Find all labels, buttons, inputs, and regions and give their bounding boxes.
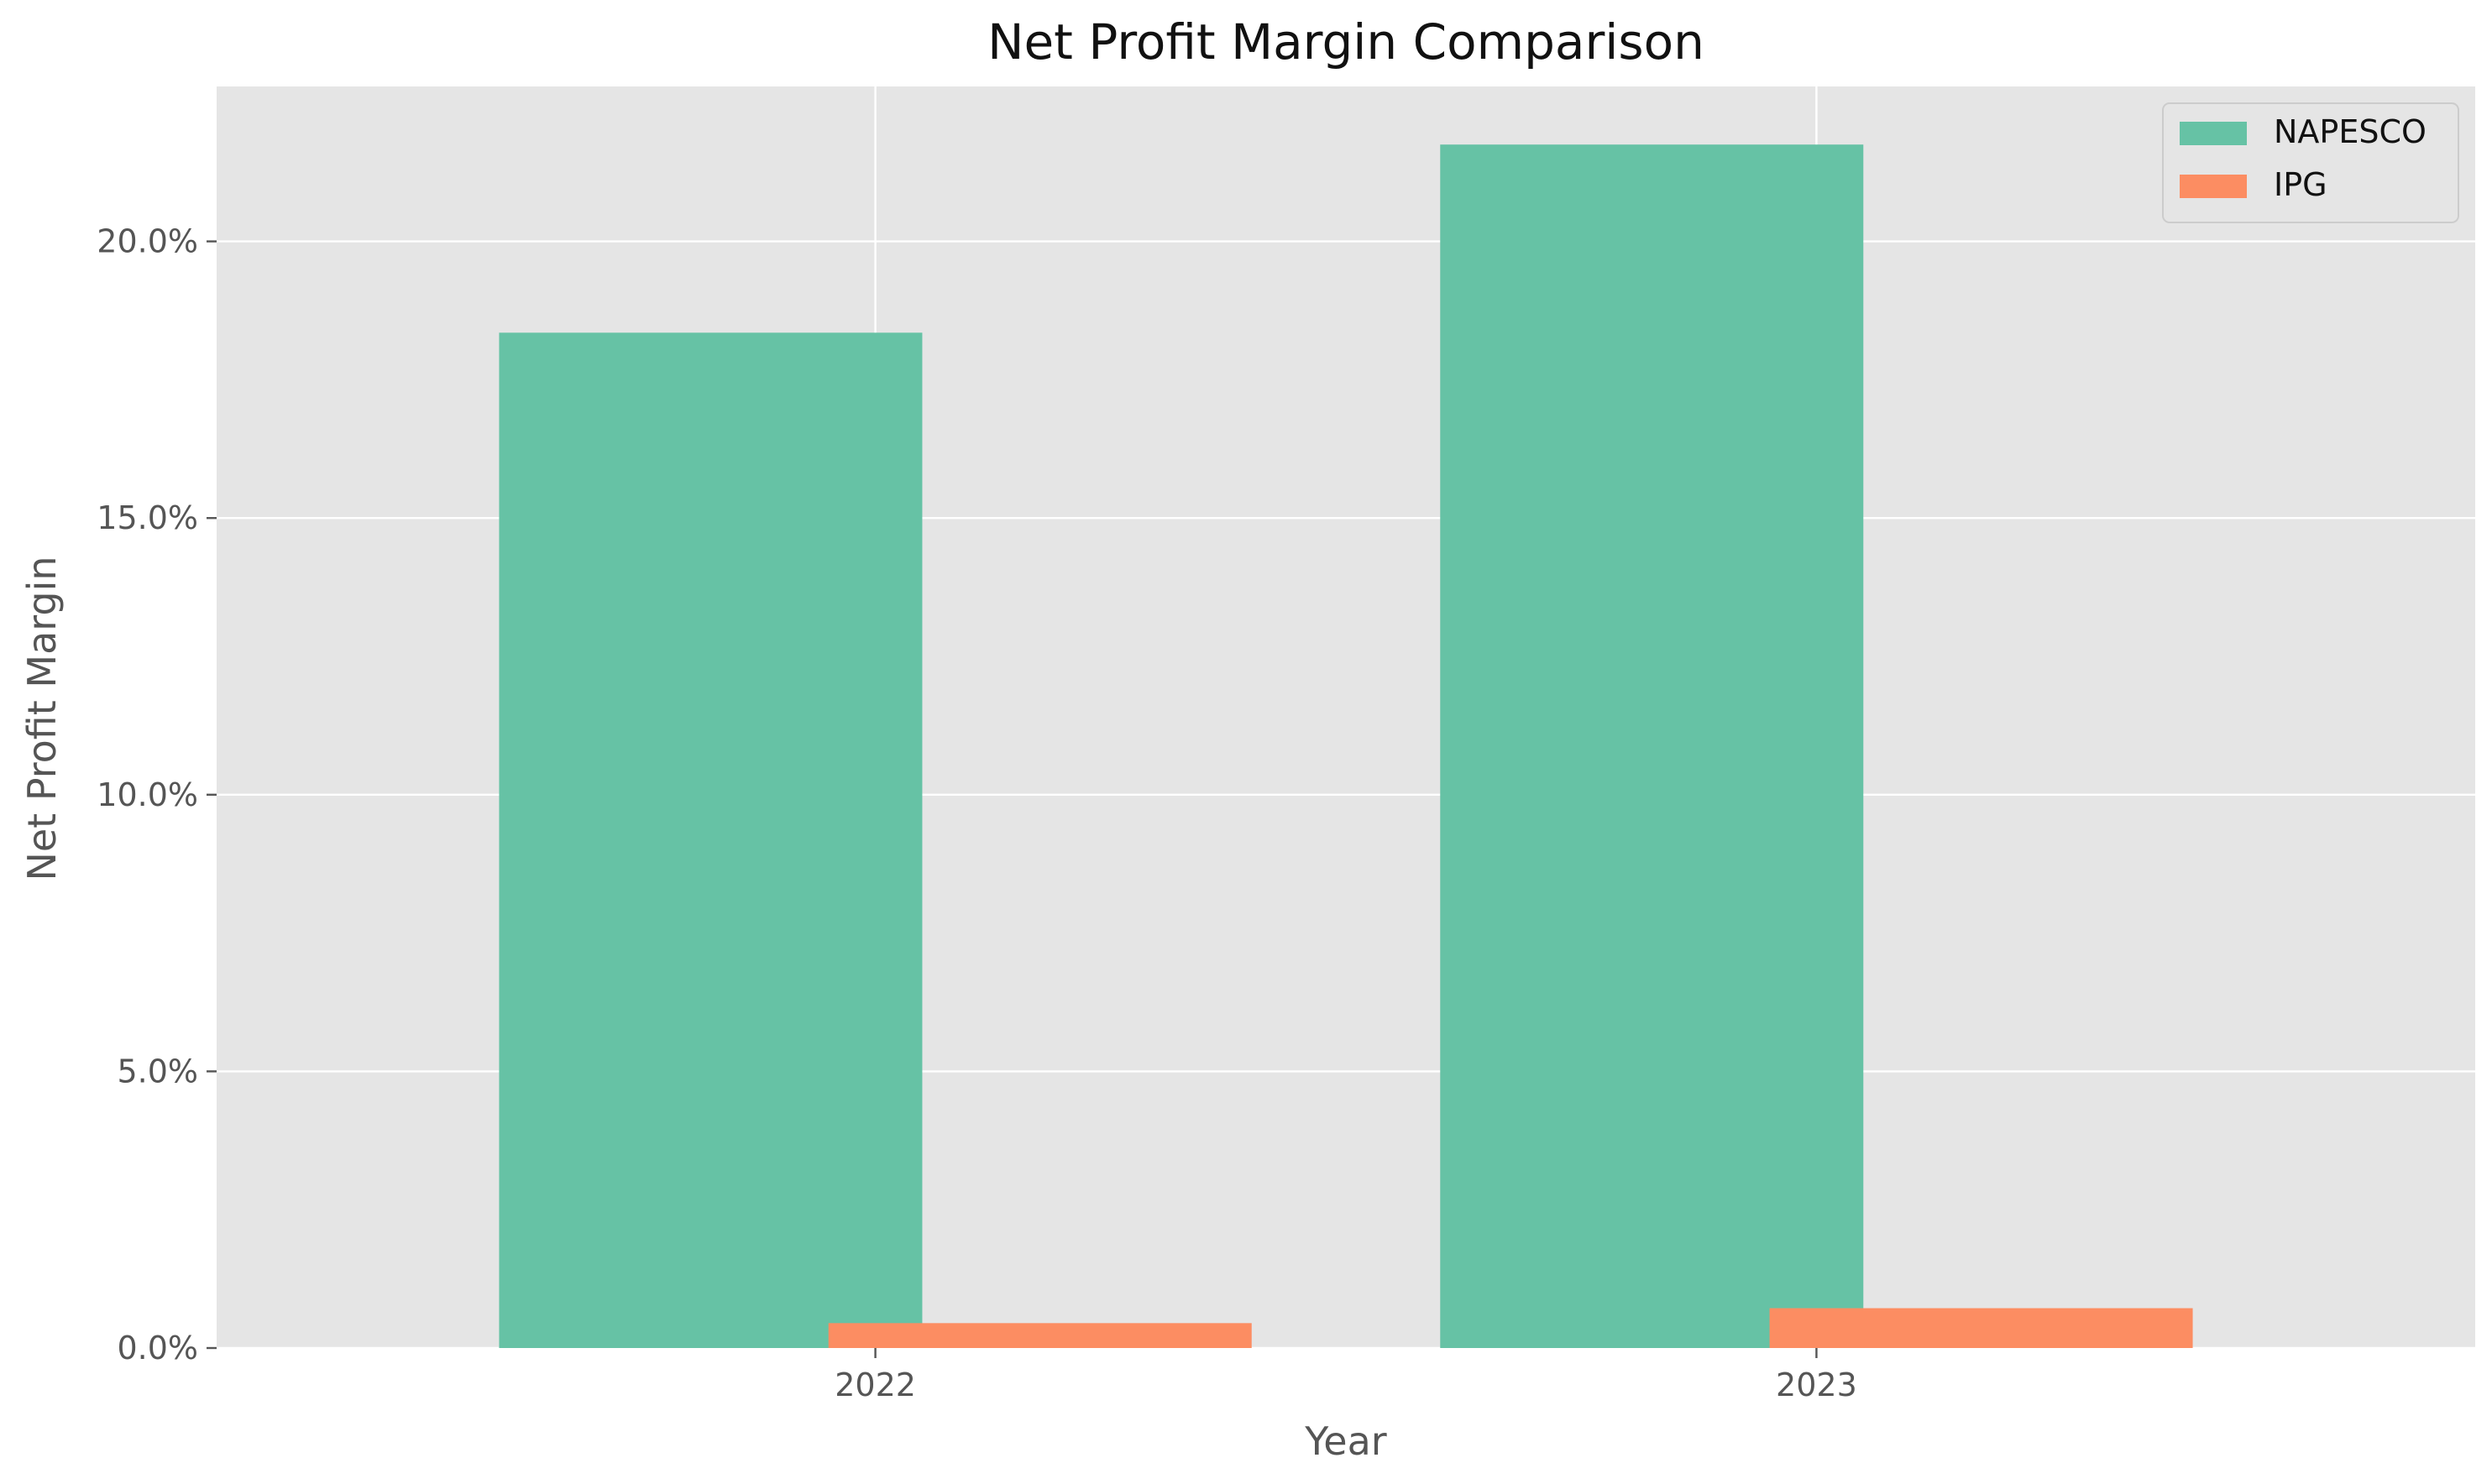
y-tick-label: 20.0%	[97, 223, 198, 260]
x-axis-ticks: 2022 2023	[835, 1348, 1857, 1403]
x-tick-label: 2022	[835, 1366, 916, 1403]
bar-ipg-2022	[828, 1323, 1252, 1348]
y-tick-label: 5.0%	[117, 1053, 198, 1089]
legend-swatch-napesco	[2180, 122, 2247, 145]
bar-napesco-2022	[499, 332, 923, 1349]
legend-swatch-ipg	[2180, 175, 2247, 198]
chart-title: Net Profit Margin Comparison	[987, 13, 1704, 71]
bar-napesco-2023	[1440, 144, 1864, 1349]
y-tick-label: 0.0%	[117, 1330, 198, 1366]
x-axis-label: Year	[1304, 1419, 1386, 1464]
x-tick-label: 2023	[1776, 1366, 1857, 1403]
legend-label-ipg: IPG	[2274, 166, 2327, 203]
y-axis-label: Net Profit Margin	[19, 556, 65, 880]
bars	[499, 144, 2193, 1349]
y-tick-label: 10.0%	[97, 776, 198, 813]
bar-ipg-2023	[1769, 1308, 2193, 1348]
legend-label-napesco: NAPESCO	[2274, 113, 2427, 150]
legend: NAPESCO IPG	[2162, 102, 2459, 223]
y-axis-ticks: 0.0% 5.0% 10.0% 15.0% 20.0%	[97, 223, 217, 1366]
y-tick-label: 15.0%	[97, 499, 198, 536]
